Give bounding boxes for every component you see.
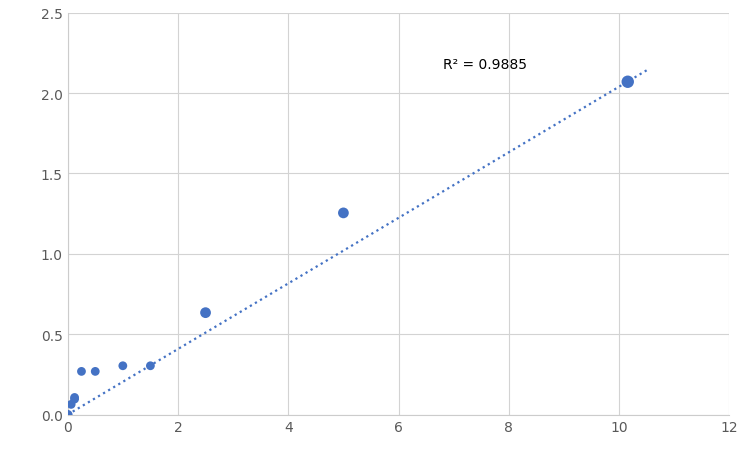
Point <box>338 210 350 217</box>
Point <box>199 309 211 317</box>
Point <box>89 368 102 375</box>
Point <box>68 394 80 401</box>
Point <box>144 362 156 369</box>
Point <box>622 79 634 86</box>
Text: R² = 0.9885: R² = 0.9885 <box>443 58 526 72</box>
Point <box>62 411 74 419</box>
Point <box>68 396 80 403</box>
Point <box>117 362 129 369</box>
Point <box>65 401 77 408</box>
Point <box>75 368 87 375</box>
